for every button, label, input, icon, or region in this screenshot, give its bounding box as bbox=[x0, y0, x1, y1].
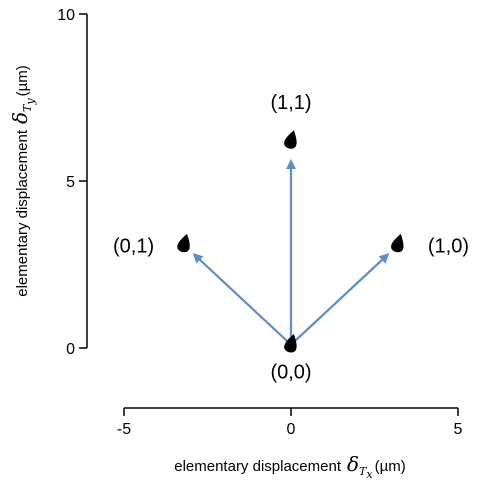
x-tick-label: 0 bbox=[287, 421, 296, 438]
y-tick-label: 10 bbox=[57, 7, 75, 24]
data-point-label: (1,0) bbox=[428, 235, 469, 257]
x-axis-sub-main: T bbox=[359, 465, 368, 478]
x-axis-sub-sub: x bbox=[366, 468, 373, 481]
y-axis-sub-sub: y bbox=[24, 98, 37, 106]
data-point-marker bbox=[284, 334, 297, 353]
y-tick-label: 5 bbox=[66, 174, 75, 191]
y-axis-symbol: δ bbox=[8, 112, 32, 124]
y-axis-sub-main: T bbox=[21, 103, 34, 112]
displacement-arrow bbox=[192, 253, 292, 346]
data-point-marker bbox=[391, 233, 404, 253]
y-tick-label: 0 bbox=[66, 341, 75, 358]
x-axis-label-text: elementary displacement bbox=[174, 458, 342, 475]
data-point-label: (1,1) bbox=[270, 92, 311, 114]
x-axis-ticks: -5 0 5 bbox=[117, 408, 463, 438]
y-axis-label: elementary displacement δTy (µm) bbox=[8, 65, 37, 297]
y-axis-label-text: elementary displacement bbox=[14, 129, 31, 297]
x-axis-unit: (µm) bbox=[375, 458, 406, 475]
x-tick-label: -5 bbox=[117, 421, 131, 438]
x-axis-symbol: δ bbox=[347, 452, 359, 476]
data-point-label: (0,1) bbox=[113, 235, 154, 257]
data-points: (0,0) (0,1) (1,1) (1,0) bbox=[113, 92, 469, 384]
y-axis-ticks: 0 5 10 bbox=[57, 7, 87, 358]
x-axis-label: elementary displacement δTx (µm) bbox=[174, 452, 406, 481]
data-point-marker bbox=[284, 130, 297, 149]
x-tick-label: 5 bbox=[454, 421, 463, 438]
displacement-arrow bbox=[290, 253, 390, 346]
data-point-label: (0,0) bbox=[270, 362, 311, 384]
data-point-marker bbox=[177, 233, 190, 253]
displacement-arrows bbox=[192, 158, 390, 346]
y-axis-unit: (µm) bbox=[14, 65, 31, 96]
